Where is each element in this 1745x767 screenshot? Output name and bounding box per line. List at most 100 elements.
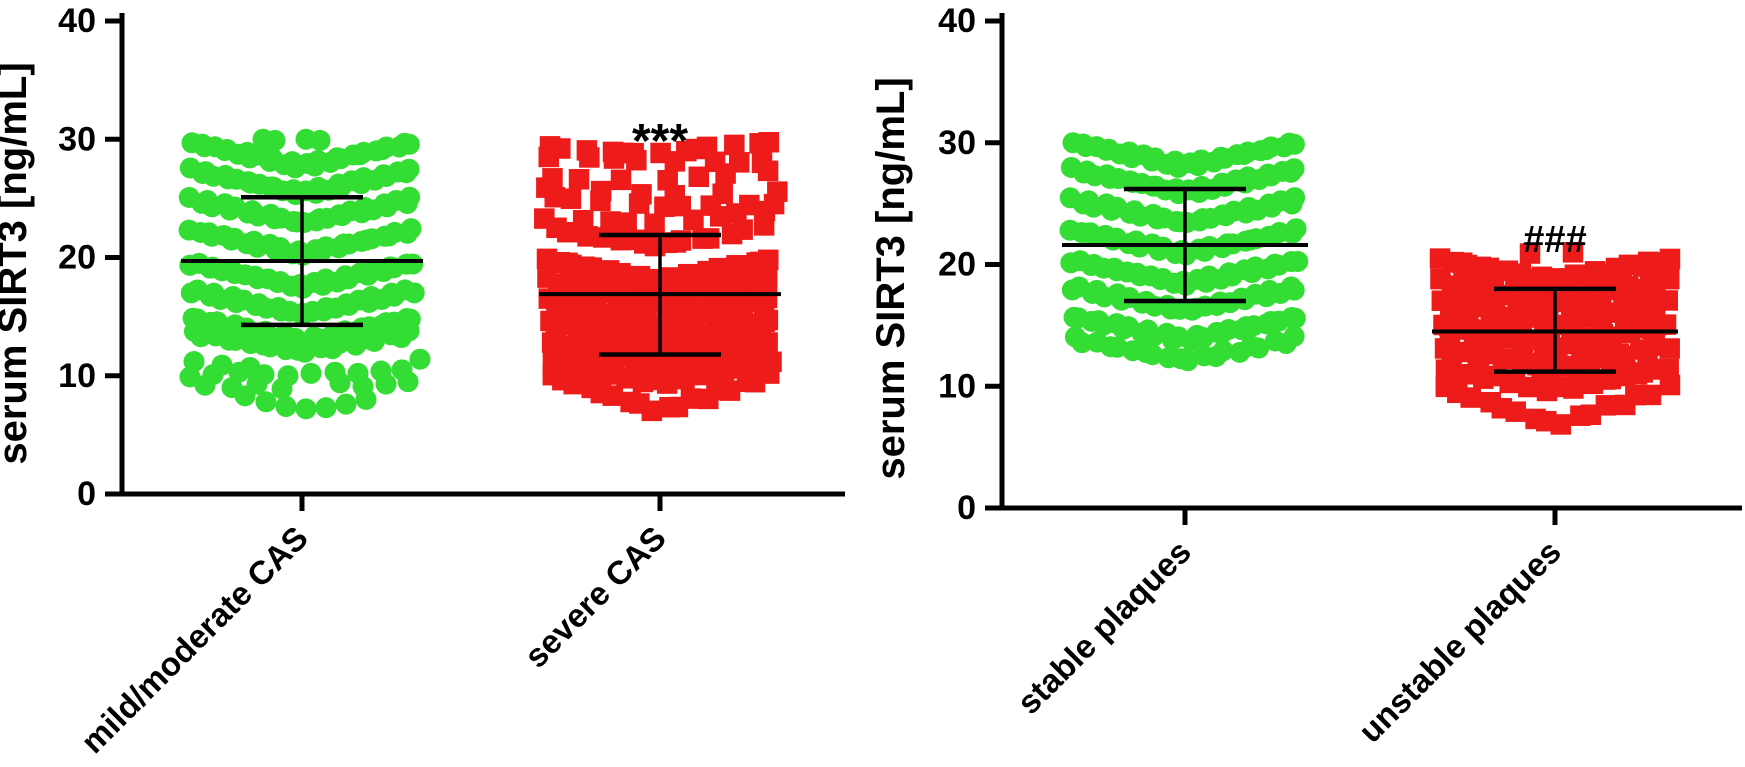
data-point: [756, 267, 778, 289]
data-point: [1595, 395, 1617, 416]
data-point: [590, 190, 611, 212]
data-point: [300, 362, 322, 384]
data-point: [538, 146, 559, 168]
y-tick-label: 30: [938, 124, 976, 162]
y-tick-label: 40: [938, 2, 976, 40]
data-point: [1212, 340, 1234, 362]
data-point: [271, 378, 293, 400]
data-point: [294, 341, 316, 363]
data-point: [275, 395, 297, 417]
data-point: [363, 330, 385, 352]
data-point: [572, 209, 594, 231]
data-point: [719, 380, 741, 401]
data-point: [544, 186, 565, 208]
y-axis-title: serum SIRT3 [ng/mL]: [0, 62, 35, 464]
data-point: [399, 186, 421, 208]
y-tick-label: 0: [957, 489, 976, 527]
data-point: [568, 169, 590, 190]
data-point: [644, 213, 665, 234]
data-point: [1283, 158, 1305, 180]
data-point: [403, 282, 425, 304]
data-point: [626, 149, 647, 171]
data-point: [603, 148, 625, 169]
data-point: [1562, 242, 1584, 263]
data-point: [1550, 414, 1572, 435]
data-point: [577, 226, 598, 247]
data-point: [409, 348, 431, 370]
data-point: [1248, 337, 1270, 359]
data-point: [579, 147, 600, 168]
data-point: [1625, 384, 1646, 406]
data-point: [641, 400, 663, 422]
data-point: [1285, 218, 1307, 240]
data-point: [757, 309, 779, 331]
data-point: [1659, 374, 1681, 396]
data-point: [1505, 401, 1526, 422]
data-point: [1519, 243, 1541, 264]
data-point: [1071, 332, 1093, 354]
data-point: [593, 227, 614, 248]
y-tick-label: 10: [58, 357, 96, 395]
category-label-severe-cas: severe CAS: [517, 519, 673, 675]
data-point: [560, 188, 582, 209]
data-point: [757, 160, 779, 182]
data-point: [654, 196, 675, 217]
data-point: [710, 206, 731, 227]
data-point: [683, 209, 704, 231]
group-severe-cas: [534, 131, 788, 422]
data-point: [315, 397, 337, 419]
data-point: [1658, 268, 1680, 290]
data-point: [1177, 350, 1199, 372]
data-point: [758, 131, 780, 153]
data-point: [1284, 307, 1306, 329]
data-point: [758, 249, 779, 271]
panel-right: 0 10 20 30 40 serum SIRT3 [ng/mL] stable plaqu…: [869, 2, 1742, 750]
y-tick-label: 40: [58, 2, 96, 40]
data-point: [616, 212, 637, 233]
data-point: [628, 229, 650, 251]
category-label-unstable-plaques: unstable plaques: [1351, 533, 1568, 750]
data-point: [329, 372, 351, 394]
data-point: [329, 332, 351, 354]
data-point: [295, 398, 317, 420]
data-point: [1640, 384, 1662, 406]
data-point: [680, 388, 702, 409]
data-point: [398, 158, 420, 180]
data-point: [692, 228, 713, 249]
y-tick-label: 10: [938, 367, 976, 405]
data-point: [756, 287, 778, 309]
data-point: [600, 211, 621, 232]
data-point: [628, 193, 650, 214]
data-point: [1284, 187, 1306, 209]
data-point: [1142, 344, 1164, 366]
data-point: [1657, 290, 1678, 311]
data-point: [753, 215, 775, 236]
data-point: [1283, 133, 1305, 155]
data-point: [375, 373, 397, 395]
data-point: [724, 134, 745, 156]
data-point: [1658, 358, 1679, 380]
data-point: [758, 363, 780, 384]
significance-label: ***: [632, 115, 688, 168]
data-point: [190, 326, 212, 348]
data-point: [194, 374, 216, 396]
y-tick-label: 0: [77, 475, 96, 513]
data-point: [757, 332, 778, 353]
y-tick-label: 20: [938, 246, 976, 284]
y-tick-label: 20: [58, 239, 96, 277]
data-point: [726, 203, 747, 224]
data-point: [610, 169, 632, 191]
y-tick-label: 30: [58, 120, 96, 158]
data-point: [1283, 279, 1305, 301]
data-point: [397, 371, 419, 393]
data-point: [557, 221, 578, 243]
data-point: [1283, 325, 1305, 347]
data-point: [309, 129, 331, 151]
data-point: [1460, 387, 1481, 408]
data-point: [1287, 250, 1309, 272]
data-point: [602, 385, 624, 406]
data-point: [715, 163, 736, 184]
data-point: [264, 129, 286, 151]
